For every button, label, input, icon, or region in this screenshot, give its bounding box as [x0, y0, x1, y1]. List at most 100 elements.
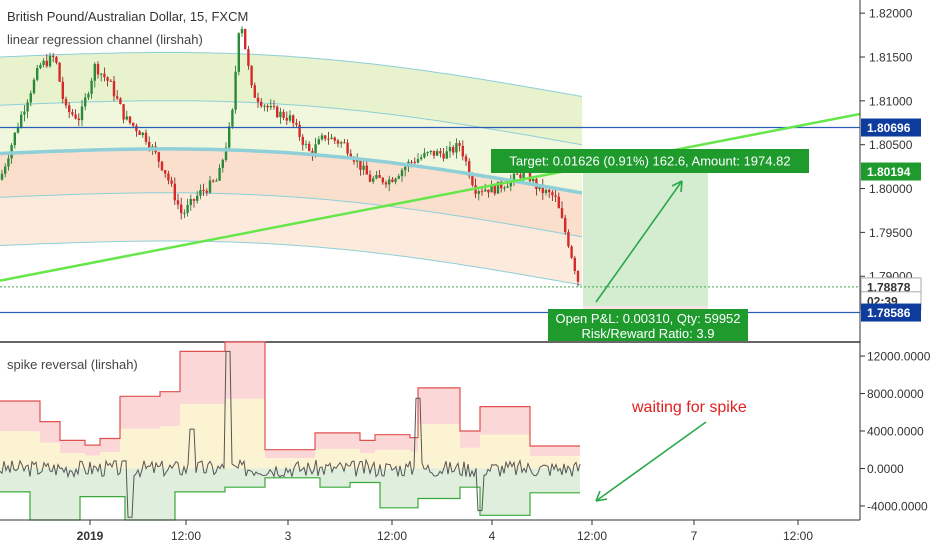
candle-body: [29, 93, 32, 103]
candle-body: [90, 80, 93, 94]
spike-lower-fill: [0, 468, 30, 492]
candle-body: [544, 189, 548, 193]
target-label: Target: 0.01626 (0.91%) 162.6, Amount: 1…: [509, 154, 790, 169]
candle-body: [4, 166, 7, 174]
indicator-tick-label: 0.0000: [867, 462, 904, 476]
candle-body: [394, 178, 397, 182]
candle-body: [224, 147, 228, 160]
green-trendline[interactable]: [0, 112, 861, 282]
target-arrow-head: [671, 180, 683, 193]
candle-body: [356, 160, 359, 162]
price-axis[interactable]: 1.82000 1.81500 1.81000 1.80500 1.80000 1.795…: [860, 7, 913, 284]
candle-body: [208, 180, 212, 193]
regression-upper-band: [0, 52, 582, 145]
candle-body: [375, 175, 378, 179]
candle-body: [317, 139, 320, 145]
candle-body: [164, 170, 167, 174]
candle-body: [493, 184, 496, 194]
candle-body: [480, 191, 484, 193]
candle-body: [221, 159, 224, 168]
candle-body: [400, 170, 404, 177]
spike-upper-fill: [418, 387, 460, 425]
candle-body: [39, 65, 42, 69]
candle-body: [132, 122, 135, 126]
candle-body: [564, 217, 567, 233]
candle-body: [490, 184, 493, 193]
candle-body: [42, 60, 45, 66]
candle-body: [36, 68, 39, 80]
candle-body: [336, 140, 340, 144]
spike-lower-fill: [30, 468, 80, 520]
spike-upper-fill: [530, 445, 580, 457]
candle-body: [304, 143, 308, 145]
candle-body: [176, 200, 180, 205]
candle-body: [541, 184, 544, 193]
candle-body: [362, 165, 365, 170]
spike-upper-fill: [375, 434, 410, 450]
candle-body: [192, 198, 196, 201]
time-axis[interactable]: 2019 12:00 3 12:00 4 12:00 7 12:00: [77, 520, 814, 543]
candle-body: [23, 111, 26, 115]
candle-body: [471, 175, 474, 186]
spike-upper-fill: [225, 342, 265, 399]
spike-upper-fill: [100, 438, 120, 452]
spike-upper-fill: [180, 351, 225, 405]
candle-body: [282, 111, 285, 118]
spike-upper-fill-inner: [60, 453, 85, 469]
candle-body: [68, 105, 71, 113]
regression-upper-inner-band: [0, 100, 582, 193]
candle-body: [452, 147, 455, 153]
price-tick-label: 1.82000: [869, 7, 913, 21]
candle-body: [26, 102, 29, 112]
candle-body: [551, 192, 554, 196]
spike-upper-fill: [60, 440, 85, 454]
candle-body: [320, 135, 324, 140]
spike-upper-fill-inner: [460, 447, 480, 469]
time-tick-label: 2019: [77, 529, 104, 543]
candle-body: [426, 152, 429, 154]
candle-body: [186, 205, 189, 213]
spike-upper-fill-inner: [418, 424, 460, 469]
price-tag-box: [861, 303, 921, 322]
spike-upper-fill-inner: [40, 442, 60, 469]
candle-body: [45, 60, 48, 67]
candle-body: [391, 179, 394, 182]
candle-body: [32, 79, 36, 94]
annotation-text: waiting for spike: [631, 399, 747, 416]
pnl-label-line2: Risk/Reward Ratio: 3.9: [582, 326, 715, 341]
candle-body: [292, 115, 295, 124]
price-tag: 1.80194: [867, 165, 911, 179]
candle-body: [548, 189, 551, 193]
spike-upper-fill-inner: [100, 451, 120, 469]
candle-body: [503, 187, 506, 189]
candle-body: [372, 178, 375, 182]
candle-body: [100, 73, 103, 75]
spike-upper-fill-inner: [180, 404, 225, 469]
candle-body: [61, 81, 64, 99]
candle-body: [215, 180, 218, 182]
indicator-tick-label: 12000.0000: [867, 350, 931, 364]
candle-body: [573, 257, 576, 271]
candle-body: [116, 96, 119, 99]
candle-body: [58, 62, 61, 82]
pnl-label-line1: Open P&L: 0.00310, Qty: 59952: [555, 311, 740, 326]
channel-bottom-line: [0, 240, 583, 286]
time-tick-label: 12:00: [783, 529, 813, 543]
candle-body: [384, 182, 388, 185]
candle-body: [496, 181, 500, 194]
indicator-axis[interactable]: 12000.0000 8000.0000 4000.0000 0.0000 -4000.…: [860, 350, 931, 514]
candle-body: [567, 232, 570, 247]
spike-upper-fill-inner: [160, 426, 180, 469]
candle-body: [263, 105, 266, 107]
candle-body: [484, 189, 487, 192]
candle-body: [93, 63, 96, 81]
candle-body: [439, 151, 442, 154]
time-tick-label: 4: [489, 529, 496, 543]
price-tag: 1.78878: [867, 280, 911, 294]
candle-body: [532, 178, 535, 182]
price-tick-label: 1.79500: [869, 226, 913, 240]
channel-midline: [0, 147, 583, 195]
indicator-tick-label: 4000.0000: [867, 425, 924, 439]
candle-body: [16, 127, 20, 133]
